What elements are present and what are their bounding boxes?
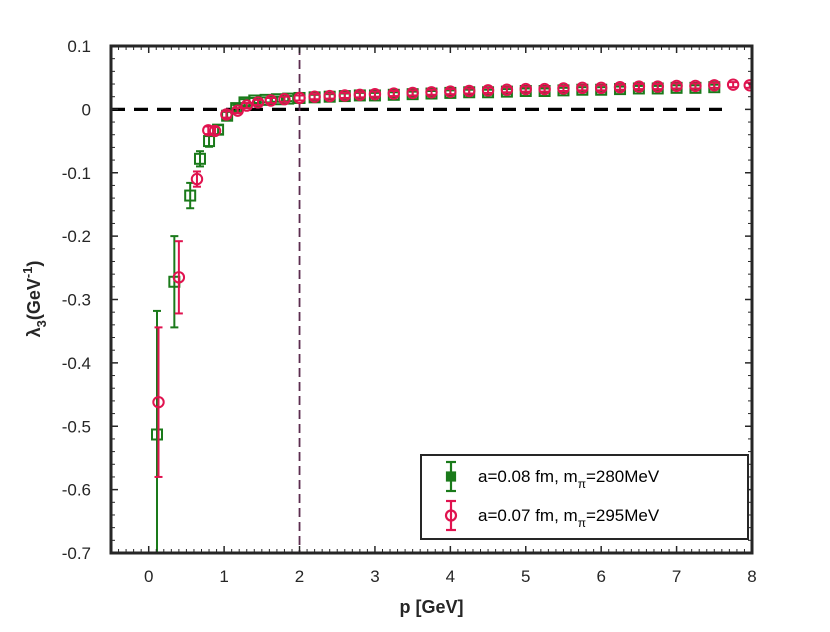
data-point [184, 189, 197, 202]
x-tick-label: 3 [370, 567, 379, 586]
legend-box [420, 454, 749, 540]
data-point [172, 271, 186, 284]
y-tick-label: -0.3 [62, 291, 91, 310]
data-point [481, 84, 495, 97]
data-point [190, 172, 204, 186]
plot-frame [109, 44, 754, 555]
data-point [670, 79, 683, 93]
data-point [651, 80, 664, 93]
data-point [240, 99, 253, 112]
data-point [208, 124, 222, 138]
x-tick-label: 4 [446, 567, 455, 586]
data-point [708, 79, 721, 92]
data-point [500, 83, 514, 96]
legend-marker-series-2 [444, 499, 458, 532]
data-point [387, 87, 400, 100]
data-point [594, 81, 608, 95]
x-tick-label: 7 [672, 567, 681, 586]
y-tick-label: 0 [82, 100, 91, 119]
y-axis-label-unit: (GeV [24, 278, 44, 320]
data-point [463, 84, 476, 98]
data-point [368, 87, 382, 101]
y-axis-label-sub: 3 [34, 320, 49, 327]
y-tick-label: -0.5 [62, 417, 91, 436]
x-tick-label: 2 [295, 567, 304, 586]
data-point [632, 80, 646, 93]
data-point [613, 80, 627, 94]
legend-label-series-2: a=0.07 fm, mπ=295MeV [478, 506, 660, 530]
data-point [151, 428, 164, 441]
data-point [323, 89, 336, 103]
data-point [425, 86, 438, 99]
reference-lines [111, 46, 722, 553]
data-point [353, 88, 367, 101]
y-tick-label: -0.1 [62, 164, 91, 183]
y-axis-label-main: λ [24, 327, 44, 337]
y-tick-label: -0.2 [62, 227, 91, 246]
x-tick-label: 1 [219, 567, 228, 586]
data-point [557, 82, 570, 95]
legend-label-series-1: a=0.08 fm, mπ=280MeV [478, 467, 660, 491]
y-tick-label: -0.6 [62, 481, 91, 500]
data-point [278, 93, 291, 106]
y-axis-label-sup: -1 [20, 267, 35, 279]
y-axis-label-close: ) [24, 261, 44, 267]
data-point [538, 82, 551, 96]
data-point [308, 90, 321, 103]
data-point [202, 124, 215, 137]
x-tick-label: 8 [747, 567, 756, 586]
data-point [231, 104, 244, 117]
data-point [293, 91, 306, 105]
data-point [726, 78, 740, 91]
x-axis-label: p [GeV] [399, 597, 463, 617]
data-point [519, 82, 532, 96]
data-point [251, 96, 265, 109]
y-tick-label: -0.4 [62, 354, 91, 373]
y-axis-label: λ3(GeV-1) [20, 261, 49, 338]
x-tick-label: 5 [521, 567, 530, 586]
data-point [576, 81, 589, 95]
series-2 [152, 78, 752, 478]
tick-labels: 0 1 2 3 4 5 6 7 8 0.1 0 -0.1 -0.2 -0.3 -0.4 -0.5 -0.6 -0.… [62, 37, 757, 586]
series-layer [151, 78, 752, 553]
data-point [193, 152, 206, 165]
data-point [270, 93, 283, 106]
data-point [689, 79, 702, 93]
data-point [743, 79, 752, 92]
legend-marker-series-1 [445, 460, 457, 493]
data-point [264, 94, 278, 107]
data-point [406, 86, 419, 100]
data-point [220, 108, 233, 121]
data-point [152, 395, 165, 409]
x-tick-label: 0 [144, 567, 153, 586]
data-point [338, 89, 351, 102]
y-tick-label: 0.1 [67, 37, 91, 56]
data-point [444, 85, 457, 98]
legend: a=0.08 fm, mπ=280MeV a=0.07 fm, mπ=295Me… [420, 454, 749, 540]
x-tick-label: 6 [596, 567, 605, 586]
y-tick-label: -0.7 [62, 544, 91, 563]
